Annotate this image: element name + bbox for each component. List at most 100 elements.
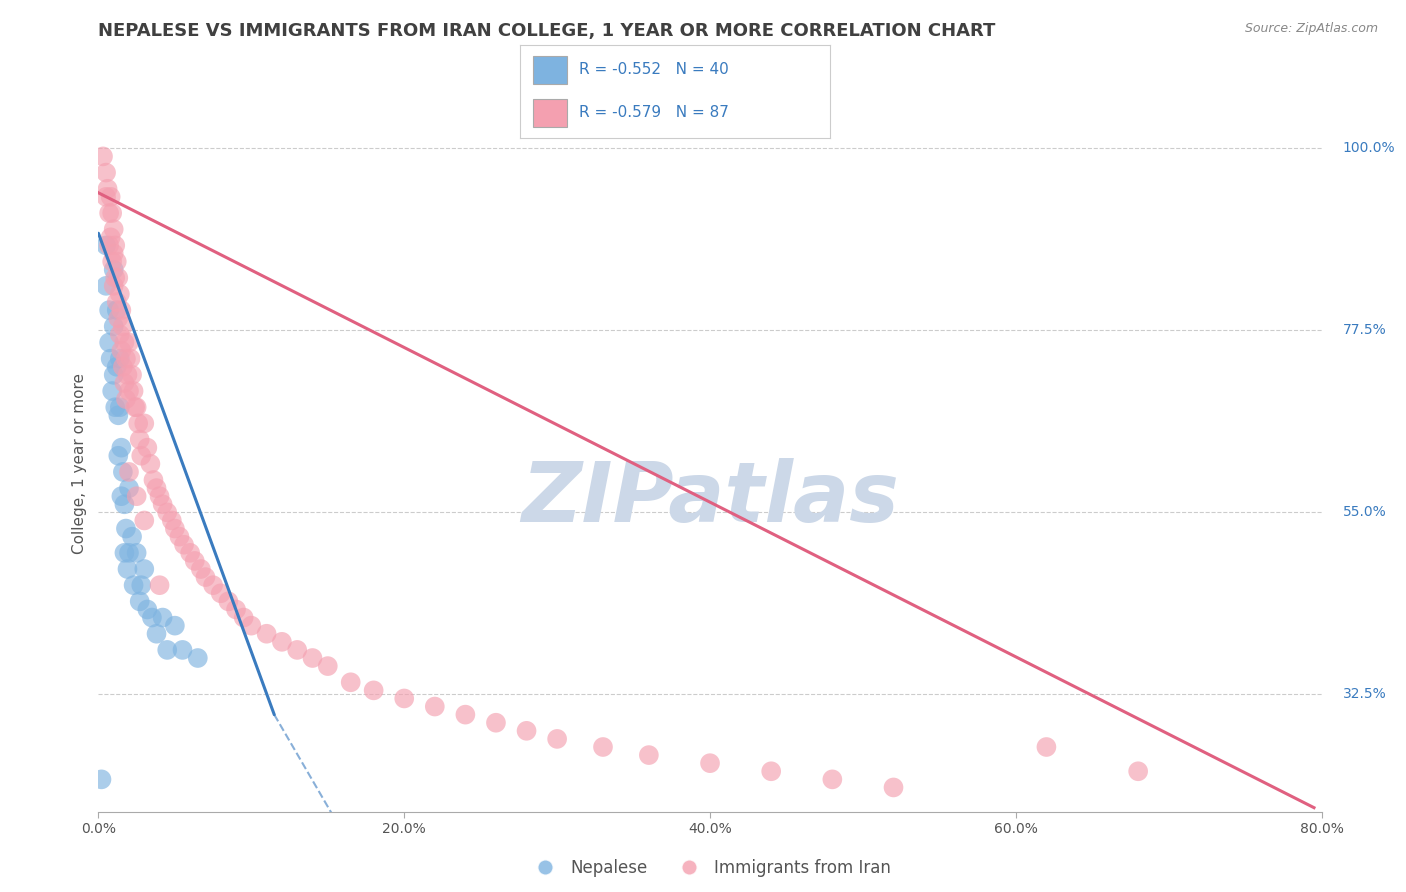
Point — [156, 643, 179, 657]
Point — [98, 303, 121, 318]
Point — [105, 359, 128, 374]
Point — [232, 610, 254, 624]
Point — [105, 254, 128, 268]
Point — [103, 246, 125, 260]
Point — [125, 401, 148, 415]
Point — [392, 691, 416, 706]
Point — [115, 522, 138, 536]
Point — [270, 635, 292, 649]
Point — [108, 287, 131, 301]
Point — [225, 602, 247, 616]
Point — [149, 489, 172, 503]
Point — [117, 562, 139, 576]
Point — [107, 311, 129, 326]
Point — [209, 586, 232, 600]
Point — [117, 368, 139, 382]
Point — [115, 351, 138, 366]
Point — [169, 530, 191, 544]
Point — [546, 731, 568, 746]
Point — [127, 417, 149, 431]
Point — [363, 683, 385, 698]
Point — [163, 618, 186, 632]
Point — [179, 546, 201, 560]
Point — [103, 368, 125, 382]
Point — [103, 222, 125, 236]
Point — [172, 643, 194, 657]
Point — [94, 165, 117, 179]
Text: 100.0%: 100.0% — [1343, 141, 1395, 155]
Point — [101, 206, 124, 220]
Point — [139, 457, 162, 471]
Point — [1035, 739, 1057, 754]
Point — [883, 780, 905, 795]
Legend: Nepalese, Immigrants from Iran: Nepalese, Immigrants from Iran — [522, 852, 898, 883]
Point — [699, 756, 721, 771]
Point — [115, 392, 138, 406]
Point — [104, 238, 127, 252]
Point — [103, 319, 125, 334]
Point — [145, 481, 167, 495]
Point — [97, 182, 120, 196]
Point — [125, 546, 148, 560]
Point — [173, 538, 195, 552]
Point — [101, 254, 124, 268]
Point — [118, 384, 141, 398]
Text: 77.5%: 77.5% — [1343, 324, 1386, 337]
Point — [112, 335, 135, 350]
Point — [108, 327, 131, 342]
Point — [110, 303, 132, 318]
Point — [187, 651, 209, 665]
Point — [100, 351, 122, 366]
Point — [103, 278, 125, 293]
Y-axis label: College, 1 year or more: College, 1 year or more — [72, 374, 87, 554]
Point — [184, 554, 207, 568]
Point — [110, 489, 132, 503]
Point — [108, 351, 131, 366]
Point — [316, 659, 339, 673]
Point — [759, 764, 782, 779]
Point — [202, 578, 225, 592]
Point — [423, 699, 446, 714]
Point — [194, 570, 217, 584]
Point — [145, 626, 167, 640]
FancyBboxPatch shape — [533, 99, 567, 127]
Point — [285, 643, 308, 657]
Point — [1128, 764, 1150, 779]
Point — [190, 562, 212, 576]
Point — [134, 513, 156, 527]
Point — [136, 441, 159, 455]
Point — [121, 530, 143, 544]
Text: ZIPatlas: ZIPatlas — [522, 458, 898, 539]
Text: 32.5%: 32.5% — [1343, 688, 1386, 701]
Point — [104, 401, 127, 415]
Point — [152, 497, 174, 511]
Point — [110, 343, 132, 358]
Point — [98, 335, 121, 350]
Point — [98, 238, 121, 252]
Point — [107, 409, 129, 423]
Point — [107, 270, 129, 285]
Point — [152, 610, 174, 624]
Point — [124, 401, 146, 415]
Point — [94, 278, 117, 293]
Point — [105, 303, 128, 318]
Point — [516, 723, 538, 738]
Point — [94, 238, 117, 252]
Point — [141, 610, 163, 624]
Point — [90, 772, 112, 787]
Point — [103, 262, 125, 277]
FancyBboxPatch shape — [533, 56, 567, 84]
Point — [94, 190, 117, 204]
Point — [485, 715, 508, 730]
Point — [129, 578, 152, 592]
Point — [339, 675, 361, 690]
Point — [101, 384, 124, 398]
Point — [121, 368, 143, 382]
Text: Source: ZipAtlas.com: Source: ZipAtlas.com — [1244, 22, 1378, 36]
Point — [129, 449, 152, 463]
Point — [110, 441, 132, 455]
Point — [100, 230, 122, 244]
Text: R = -0.579   N = 87: R = -0.579 N = 87 — [579, 105, 728, 120]
Point — [122, 384, 145, 398]
Point — [107, 449, 129, 463]
